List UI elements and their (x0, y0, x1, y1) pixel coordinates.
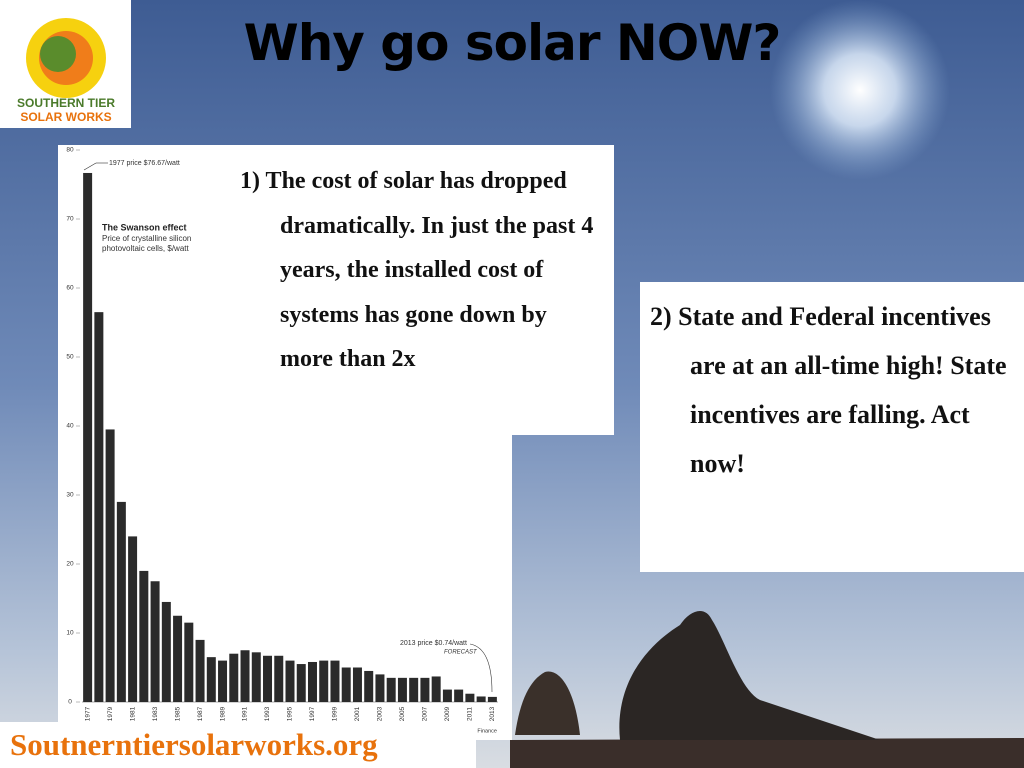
chart-subtitle: Price of crystalline silicon photovoltai… (102, 234, 192, 253)
text-box: 2) State and Federal incentives are at a… (640, 282, 1024, 572)
annotation: 2013 price $0.74/watt (400, 640, 467, 647)
bar (296, 664, 306, 702)
y-tick-label: 20 (66, 561, 74, 568)
bar (476, 696, 486, 702)
annotation: 1977 price $76.67/watt (109, 160, 180, 167)
x-tick-label: 1993 (264, 706, 271, 721)
logo-text: SOUTHERN TIER (17, 96, 115, 110)
bar (184, 622, 194, 702)
x-tick-label: 1979 (107, 706, 114, 721)
bar (454, 689, 464, 702)
x-tick-label: 1987 (197, 706, 204, 721)
bar (442, 689, 452, 702)
bar (218, 660, 228, 702)
logo-text: SOLAR WORKS (20, 110, 111, 124)
bar (386, 677, 396, 702)
bar (431, 676, 441, 702)
chart-subtitle-box: Price of crystalline silicon photovoltai… (102, 234, 192, 253)
x-tick-label: 1977 (84, 706, 91, 721)
bar (487, 696, 497, 702)
bar (94, 312, 104, 702)
x-tick-label: 2005 (399, 706, 406, 721)
bar (274, 655, 284, 702)
point: 2) State and Federal incentives are at a… (650, 302, 1007, 478)
bar (128, 536, 138, 702)
bar (206, 657, 216, 702)
y-tick-label: 40 (66, 423, 74, 430)
bar (161, 601, 171, 702)
bar (420, 677, 430, 702)
slide-title: Why go solar NOW? (243, 14, 782, 72)
y-tick-label: 80 (66, 147, 74, 154)
bar (352, 667, 362, 702)
x-tick-label: 1995 (287, 706, 294, 721)
y-tick-label: 30 (66, 492, 74, 499)
annotation: FORECAST (444, 650, 478, 656)
bar (139, 570, 149, 702)
bar (285, 660, 295, 702)
bar (409, 677, 419, 702)
bar (307, 661, 317, 702)
text-box: 1) The cost of solar has dropped dramati… (230, 145, 614, 435)
bar (465, 693, 475, 702)
x-tick-label: 1985 (174, 706, 181, 721)
x-tick-label: 1989 (219, 706, 226, 721)
website-url: Soutnerntiersolarworks.org (0, 722, 476, 768)
y-tick-label: 0 (68, 699, 72, 706)
bar (83, 172, 93, 703)
bar (195, 639, 205, 702)
point: 1) The cost of solar has dropped dramati… (240, 168, 594, 372)
bar (240, 650, 250, 702)
bar (229, 653, 239, 702)
x-tick-label: 1997 (309, 706, 316, 721)
x-tick-label: 1981 (129, 706, 136, 721)
x-tick-label: 2001 (354, 706, 361, 721)
logo: SOUTHERN TIER SOLAR WORKS (0, 0, 131, 128)
bar (330, 660, 340, 702)
y-tick-label: 50 (66, 354, 74, 361)
bar (116, 501, 126, 702)
bar (319, 660, 329, 702)
x-tick-label: 2009 (444, 706, 451, 721)
bar (150, 581, 160, 702)
x-tick-label: 1991 (242, 706, 249, 721)
y-tick-label: 10 (66, 630, 74, 637)
x-tick-label: 1983 (152, 706, 159, 721)
bar (105, 429, 115, 702)
x-tick-label: 2013 (489, 706, 496, 721)
bar (397, 677, 407, 702)
y-tick-label: 60 (66, 285, 74, 292)
x-tick-label: 2007 (422, 706, 429, 721)
x-tick-label: 2003 (377, 706, 384, 721)
bar (251, 652, 261, 702)
y-tick-label: 70 (66, 216, 74, 223)
chart-title: The Swanson effect (102, 222, 187, 232)
bar (375, 674, 385, 702)
bar (364, 670, 374, 702)
x-tick-label: 1999 (332, 706, 339, 721)
bar (263, 655, 273, 702)
bar (173, 615, 183, 702)
bar (341, 667, 351, 702)
x-tick-label: 2011 (467, 707, 474, 721)
